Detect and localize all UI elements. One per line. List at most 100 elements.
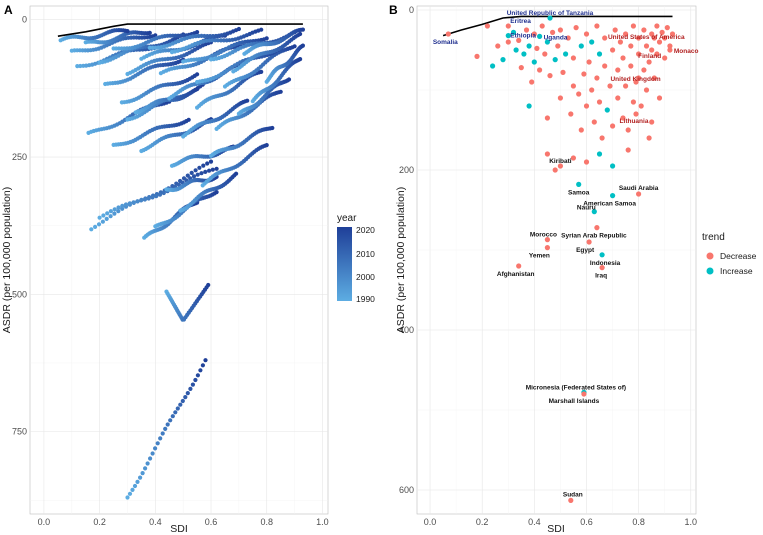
country-label: American Samoa bbox=[583, 201, 636, 208]
labeled-country-point bbox=[636, 75, 642, 81]
year-point bbox=[132, 483, 138, 489]
year-colorbar bbox=[337, 227, 352, 301]
year-point bbox=[298, 31, 303, 37]
year-point bbox=[185, 173, 190, 178]
year-point bbox=[157, 192, 163, 197]
country-point bbox=[599, 135, 605, 141]
b-x-tick-label: 1.0 bbox=[685, 517, 698, 527]
labeled-country-point bbox=[599, 252, 605, 258]
year-point bbox=[197, 165, 202, 170]
country-point bbox=[596, 51, 603, 57]
country-point bbox=[544, 115, 551, 121]
a-x-tick-label: 0.8 bbox=[260, 517, 273, 527]
country-point bbox=[539, 23, 545, 29]
year-point bbox=[193, 377, 198, 383]
year-point bbox=[112, 211, 117, 216]
country-point bbox=[607, 83, 613, 89]
country-label: Marshall Islands bbox=[549, 398, 600, 405]
year-point bbox=[139, 198, 144, 203]
country-point bbox=[651, 75, 657, 81]
country-point bbox=[615, 95, 621, 101]
country-point bbox=[654, 51, 660, 57]
year-point bbox=[165, 422, 170, 427]
year-point bbox=[259, 69, 264, 74]
year-point bbox=[104, 216, 109, 221]
year-legend-label: 1990 bbox=[356, 294, 375, 304]
trajectory bbox=[111, 117, 191, 147]
country-point bbox=[484, 23, 490, 29]
labeled-country-point bbox=[636, 191, 642, 197]
country-point bbox=[610, 123, 616, 129]
panel-b-series bbox=[442, 15, 676, 503]
country-point bbox=[646, 135, 652, 141]
trend-legend: trend Decrease Increase bbox=[702, 232, 757, 276]
year-point bbox=[214, 190, 219, 195]
country-point bbox=[589, 87, 595, 93]
year-point bbox=[116, 205, 121, 210]
trajectory bbox=[83, 30, 152, 45]
country-label: United Kingdom bbox=[610, 76, 660, 83]
country-label: United Republic of Tanzania bbox=[507, 10, 594, 17]
year-point bbox=[201, 163, 206, 168]
country-point bbox=[490, 63, 496, 69]
country-point bbox=[638, 103, 644, 109]
year-point bbox=[264, 143, 269, 148]
country-point bbox=[633, 79, 639, 85]
country-label: Syrian Arab Republic bbox=[561, 233, 627, 240]
year-point bbox=[185, 391, 190, 396]
country-label: Ethiopia bbox=[510, 33, 536, 40]
country-point bbox=[583, 103, 590, 109]
b-x-tick-label: 0.6 bbox=[580, 517, 593, 527]
year-point bbox=[200, 363, 205, 368]
country-label: Egypt bbox=[576, 247, 595, 254]
labeled-country-point bbox=[544, 237, 551, 243]
country-point bbox=[570, 83, 577, 89]
a-y-tick-label: 250 bbox=[12, 152, 27, 162]
country-point bbox=[557, 95, 564, 101]
year-point bbox=[146, 196, 151, 201]
year-point bbox=[158, 436, 163, 441]
year-point bbox=[135, 479, 140, 484]
year-point bbox=[188, 386, 193, 391]
country-point bbox=[518, 65, 524, 71]
panel-b-y-tick-labels: 0 200 400 600 bbox=[399, 5, 414, 495]
country-point bbox=[552, 167, 558, 173]
labeled-country-point bbox=[516, 263, 522, 269]
year-point bbox=[259, 27, 264, 32]
a-y-tick-label: 750 bbox=[12, 427, 27, 437]
country-point bbox=[513, 47, 519, 53]
country-point bbox=[646, 59, 652, 65]
year-point bbox=[147, 30, 152, 35]
labeled-country-point bbox=[586, 239, 592, 245]
year-point bbox=[97, 215, 102, 220]
year-point bbox=[125, 29, 130, 34]
country-label: Eritrea bbox=[510, 18, 531, 25]
year-point bbox=[203, 358, 208, 363]
trajectory bbox=[164, 282, 211, 322]
year-point bbox=[170, 414, 175, 419]
country-point bbox=[656, 95, 663, 101]
country-point bbox=[544, 39, 551, 45]
year-point bbox=[191, 174, 197, 179]
year-point bbox=[214, 166, 219, 171]
country-point bbox=[643, 43, 650, 49]
year-point bbox=[89, 227, 94, 232]
trajectory bbox=[231, 31, 303, 74]
panel-a: A 0 250 500 750 0.0 0.2 0.4 0.6 0.8 1.0 … bbox=[1, 3, 375, 535]
country-label: Indonesia bbox=[590, 260, 621, 267]
labeled-country-point bbox=[667, 47, 673, 53]
country-point bbox=[531, 31, 537, 37]
country-point bbox=[531, 59, 537, 65]
trajectory bbox=[125, 358, 208, 500]
year-point bbox=[112, 207, 117, 212]
country-point bbox=[612, 27, 618, 33]
country-label: Saudi Arabia bbox=[619, 185, 659, 192]
country-point bbox=[602, 35, 608, 41]
country-point bbox=[589, 39, 595, 45]
labeled-country-point bbox=[651, 35, 657, 41]
year-point bbox=[195, 29, 200, 35]
country-point bbox=[523, 27, 530, 33]
country-point bbox=[654, 23, 660, 29]
year-point bbox=[193, 168, 198, 173]
trajectory bbox=[195, 69, 264, 110]
